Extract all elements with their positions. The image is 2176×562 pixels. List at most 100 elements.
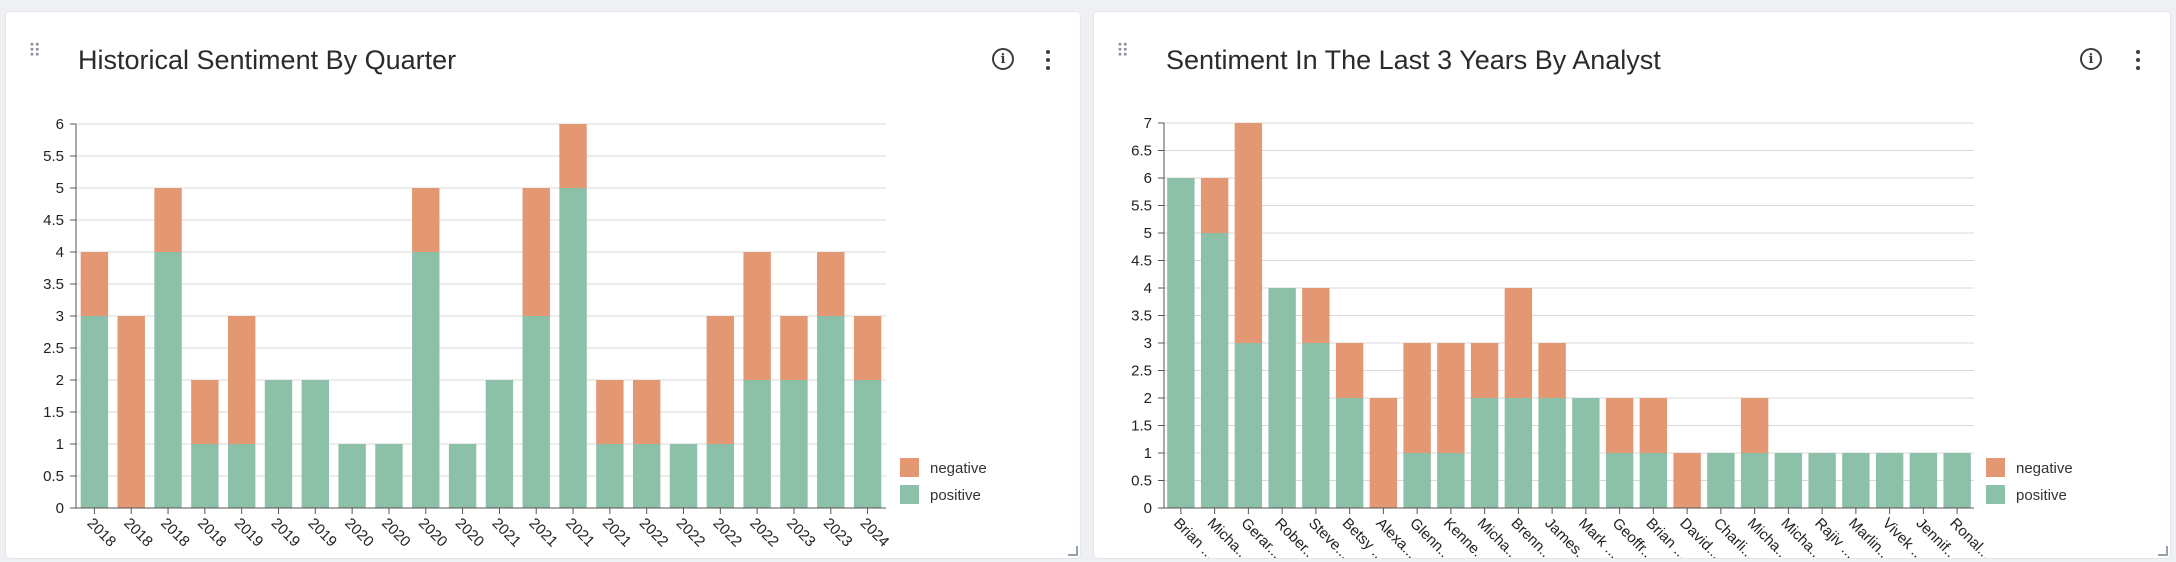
- bar-positive[interactable]: [264, 380, 293, 508]
- bar-negative[interactable]: [1200, 178, 1229, 233]
- y-tick-label: 4.5: [43, 212, 64, 229]
- bar-positive[interactable]: [1437, 453, 1465, 508]
- bar-positive[interactable]: [559, 188, 587, 508]
- bar-positive[interactable]: [485, 380, 514, 508]
- legend-swatch-negative[interactable]: [1986, 458, 2005, 477]
- bar-negative[interactable]: [117, 316, 145, 508]
- bar-positive[interactable]: [80, 316, 109, 508]
- more-vertical-icon[interactable]: [2134, 50, 2142, 70]
- bar-negative[interactable]: [743, 252, 771, 380]
- x-tick-label: 2021: [489, 515, 525, 551]
- x-tick-label: 2021: [562, 515, 598, 551]
- bar-positive[interactable]: [1167, 178, 1195, 508]
- bar-positive[interactable]: [375, 444, 403, 508]
- bar-negative[interactable]: [780, 316, 808, 380]
- bar-positive[interactable]: [1639, 453, 1668, 508]
- legend-swatch-positive[interactable]: [900, 485, 919, 504]
- drag-handle-icon[interactable]: ⠿: [28, 41, 41, 61]
- bar-negative[interactable]: [191, 380, 219, 444]
- bar-positive[interactable]: [338, 444, 366, 508]
- bar-negative[interactable]: [1639, 398, 1668, 453]
- bar-negative[interactable]: [632, 380, 661, 444]
- bar-positive[interactable]: [448, 444, 477, 508]
- bar-positive[interactable]: [191, 444, 219, 508]
- x-tick-label: 2020: [378, 515, 414, 551]
- bar-positive[interactable]: [1504, 398, 1533, 508]
- bar-negative[interactable]: [227, 316, 256, 444]
- x-tick-label: 2018: [194, 515, 230, 551]
- bar-positive[interactable]: [632, 444, 661, 508]
- legend-label-positive[interactable]: positive: [930, 487, 981, 504]
- bar-positive[interactable]: [1774, 453, 1803, 508]
- bar-positive[interactable]: [1470, 398, 1499, 508]
- bar-negative[interactable]: [1234, 123, 1263, 343]
- bar-negative[interactable]: [853, 316, 882, 380]
- bar-positive[interactable]: [1268, 288, 1296, 508]
- bar-positive[interactable]: [301, 380, 330, 508]
- y-tick-label: 5.5: [43, 148, 64, 165]
- bar-negative[interactable]: [706, 316, 735, 444]
- bar-positive[interactable]: [743, 380, 771, 508]
- bar-negative[interactable]: [522, 188, 550, 316]
- x-tick-label: 2020: [452, 515, 488, 551]
- y-tick-label: 5: [56, 180, 64, 197]
- legend-swatch-positive[interactable]: [1986, 485, 2005, 504]
- bar-negative[interactable]: [80, 252, 109, 316]
- bar-positive[interactable]: [412, 252, 440, 508]
- legend-label-positive[interactable]: positive: [2016, 487, 2067, 504]
- resize-handle-icon[interactable]: [2158, 546, 2168, 556]
- bar-positive[interactable]: [1200, 233, 1229, 508]
- bar-negative[interactable]: [154, 188, 182, 252]
- bar-positive[interactable]: [1875, 453, 1904, 508]
- bar-negative[interactable]: [1605, 398, 1634, 453]
- x-tick-label: 2022: [673, 515, 709, 551]
- legend-label-negative[interactable]: negative: [930, 460, 987, 477]
- bar-positive[interactable]: [780, 380, 808, 508]
- bar-positive[interactable]: [227, 444, 256, 508]
- bar-negative[interactable]: [1403, 343, 1431, 453]
- bar-negative[interactable]: [1673, 453, 1701, 508]
- drag-handle-icon[interactable]: ⠿: [1116, 41, 1129, 61]
- bar-positive[interactable]: [1943, 453, 1971, 508]
- bar-positive[interactable]: [1842, 453, 1870, 508]
- bar-negative[interactable]: [412, 188, 440, 252]
- bar-positive[interactable]: [1335, 398, 1364, 508]
- bar-positive[interactable]: [1403, 453, 1431, 508]
- bar-negative[interactable]: [1369, 398, 1398, 508]
- legend-label-negative[interactable]: negative: [2016, 460, 2073, 477]
- bar-negative[interactable]: [559, 124, 587, 188]
- info-icon[interactable]: i: [992, 48, 1014, 70]
- bar-negative[interactable]: [1437, 343, 1465, 453]
- legend-swatch-negative[interactable]: [900, 458, 919, 477]
- bar-positive[interactable]: [817, 316, 845, 508]
- bar-positive[interactable]: [1572, 398, 1600, 508]
- resize-handle-icon[interactable]: [1068, 546, 1078, 556]
- bar-negative[interactable]: [1335, 343, 1364, 398]
- y-tick-label: 1.5: [43, 404, 64, 421]
- bar-negative[interactable]: [1538, 343, 1566, 398]
- bar-positive[interactable]: [1605, 453, 1634, 508]
- bar-positive[interactable]: [522, 316, 550, 508]
- bar-negative[interactable]: [1302, 288, 1330, 343]
- bar-positive[interactable]: [1909, 453, 1938, 508]
- bar-positive[interactable]: [596, 444, 624, 508]
- bar-positive[interactable]: [669, 444, 698, 508]
- info-icon[interactable]: i: [2080, 48, 2102, 70]
- bar-positive[interactable]: [706, 444, 735, 508]
- more-vertical-icon[interactable]: [1044, 50, 1052, 70]
- bar-negative[interactable]: [817, 252, 845, 316]
- bar-positive[interactable]: [1302, 343, 1330, 508]
- bar-positive[interactable]: [853, 380, 882, 508]
- y-tick-label: 0: [1144, 500, 1152, 517]
- bar-positive[interactable]: [1538, 398, 1566, 508]
- bar-negative[interactable]: [1504, 288, 1533, 398]
- bar-positive[interactable]: [1234, 343, 1263, 508]
- bar-negative[interactable]: [1740, 398, 1769, 453]
- bar-negative[interactable]: [596, 380, 624, 444]
- bar-positive[interactable]: [1740, 453, 1769, 508]
- bar-positive[interactable]: [1808, 453, 1836, 508]
- bar-positive[interactable]: [154, 252, 182, 508]
- bar-negative[interactable]: [1470, 343, 1499, 398]
- chart-card-historical-sentiment: ⠿ Historical Sentiment By Quarter i 0 0.5…: [6, 12, 1080, 558]
- bar-positive[interactable]: [1707, 453, 1735, 508]
